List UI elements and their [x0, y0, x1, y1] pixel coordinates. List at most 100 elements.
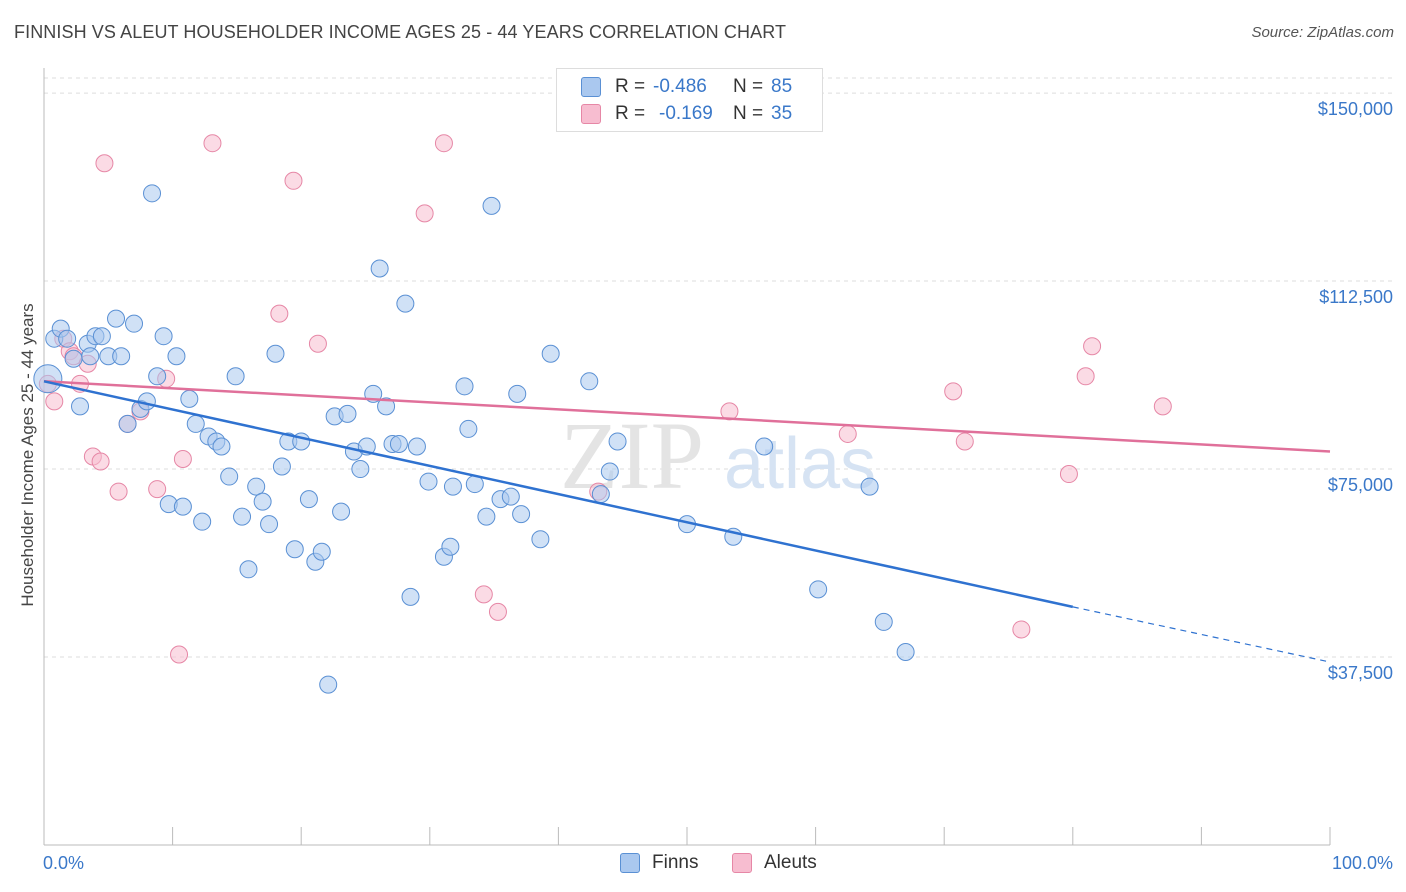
- finns-point: [319, 675, 338, 694]
- aleuts-point: [170, 645, 189, 664]
- finns-n-label: N =: [733, 76, 764, 97]
- aleuts-point: [488, 602, 507, 621]
- aleuts-legend-swatch: [732, 853, 752, 873]
- finns-point: [33, 364, 63, 394]
- aleuts-legend-label: Aleuts: [764, 852, 817, 873]
- finns-point: [118, 414, 137, 433]
- aleuts-trendline: [43, 380, 1331, 453]
- finns-trendline-extension: [1072, 606, 1331, 663]
- y-tick-label: $75,000: [1328, 475, 1393, 495]
- finns-point: [370, 259, 389, 278]
- aleuts-point: [474, 585, 493, 604]
- finns-point: [148, 367, 167, 386]
- finns-point: [377, 397, 396, 416]
- aleuts-point: [944, 382, 963, 401]
- finns-point: [608, 432, 627, 451]
- watermark-zip: ZIP: [560, 402, 704, 509]
- aleuts-point: [1083, 337, 1102, 356]
- finns-point: [260, 515, 279, 534]
- finns-point: [125, 314, 144, 333]
- finns-point: [186, 414, 205, 433]
- finns-point: [64, 349, 83, 368]
- finns-point: [591, 485, 610, 504]
- finns-point: [71, 397, 90, 416]
- x-tick-labels: 0.0% 100.0%: [43, 853, 1393, 873]
- legend-item-finns[interactable]: Finns: [620, 852, 698, 874]
- aleuts-point: [284, 171, 303, 190]
- aleuts-n-value: 35: [771, 103, 793, 124]
- finns-swatch: [581, 77, 601, 97]
- finns-point: [541, 344, 560, 363]
- aleuts-point: [1076, 367, 1095, 386]
- y-tick-label: $112,500: [1319, 287, 1393, 307]
- finns-point: [477, 507, 496, 526]
- finns-point: [580, 372, 599, 391]
- aleuts-point: [203, 134, 222, 153]
- finns-r-value: -0.486: [653, 76, 707, 97]
- aleuts-point: [109, 482, 128, 501]
- finns-point: [107, 309, 126, 328]
- trend-lines: [43, 380, 1331, 663]
- series-legend: Finns Aleuts: [0, 852, 1406, 878]
- finns-point: [441, 537, 460, 556]
- finns-point: [143, 184, 162, 203]
- finns-point: [351, 460, 370, 479]
- axes: [43, 68, 1331, 846]
- stats-legend: R = -0.486 N = 85 R = -0.169 N = 35: [556, 68, 823, 132]
- finns-point: [482, 196, 501, 215]
- finns-point: [455, 377, 474, 396]
- finns-point: [501, 487, 520, 506]
- finns-point: [755, 437, 774, 456]
- finns-n-value: 85: [771, 76, 793, 97]
- legend-item-aleuts[interactable]: Aleuts: [732, 852, 817, 874]
- finns-point: [81, 347, 100, 366]
- finns-point: [154, 327, 173, 346]
- finns-point: [508, 384, 527, 403]
- aleuts-point: [1059, 465, 1078, 484]
- aleuts-n-label: N =: [733, 103, 764, 124]
- aleuts-swatch: [581, 104, 601, 124]
- finns-point: [58, 329, 77, 348]
- finns-legend-swatch: [620, 853, 640, 873]
- finns-point: [401, 587, 420, 606]
- chart-title: FINNISH VS ALEUT HOUSEHOLDER INCOME AGES…: [14, 22, 787, 42]
- finns-point: [92, 327, 111, 346]
- x-tick-label-max: 100.0%: [1332, 853, 1393, 873]
- finns-point: [193, 512, 212, 531]
- y-tick-label: $37,500: [1328, 663, 1393, 683]
- finns-point: [253, 492, 272, 511]
- finns-points: [33, 184, 915, 694]
- finns-point: [874, 612, 893, 631]
- finns-point: [407, 437, 426, 456]
- finns-point: [809, 580, 828, 599]
- y-tick-label: $150,000: [1318, 99, 1393, 119]
- finns-point: [299, 490, 318, 509]
- finns-point: [896, 643, 915, 662]
- x-tick-label-min: 0.0%: [43, 853, 84, 873]
- aleuts-point: [415, 204, 434, 223]
- aleuts-point: [1012, 620, 1031, 639]
- finns-r-label: R =: [615, 76, 646, 97]
- finns-point: [600, 462, 619, 481]
- y-axis-label: Householder Income Ages 25 - 44 years: [18, 303, 37, 606]
- aleuts-point: [955, 432, 974, 451]
- finns-point: [332, 502, 351, 521]
- finns-point: [247, 477, 266, 496]
- finns-point: [272, 457, 291, 476]
- finns-point: [180, 389, 199, 408]
- aleuts-point: [308, 334, 327, 353]
- finns-point: [112, 347, 131, 366]
- finns-point: [173, 497, 192, 516]
- finns-point: [459, 419, 478, 438]
- aleuts-point: [148, 480, 167, 499]
- finns-point: [860, 477, 879, 496]
- legend-row-finns: R = -0.486 N = 85: [581, 75, 792, 99]
- aleuts-r-value: -0.169: [659, 103, 713, 124]
- aleuts-r-label: R =: [615, 103, 646, 124]
- finns-point: [396, 294, 415, 313]
- finns-point: [239, 560, 258, 579]
- aleuts-point: [1153, 397, 1172, 416]
- finns-point: [285, 540, 304, 559]
- finns-point: [443, 477, 462, 496]
